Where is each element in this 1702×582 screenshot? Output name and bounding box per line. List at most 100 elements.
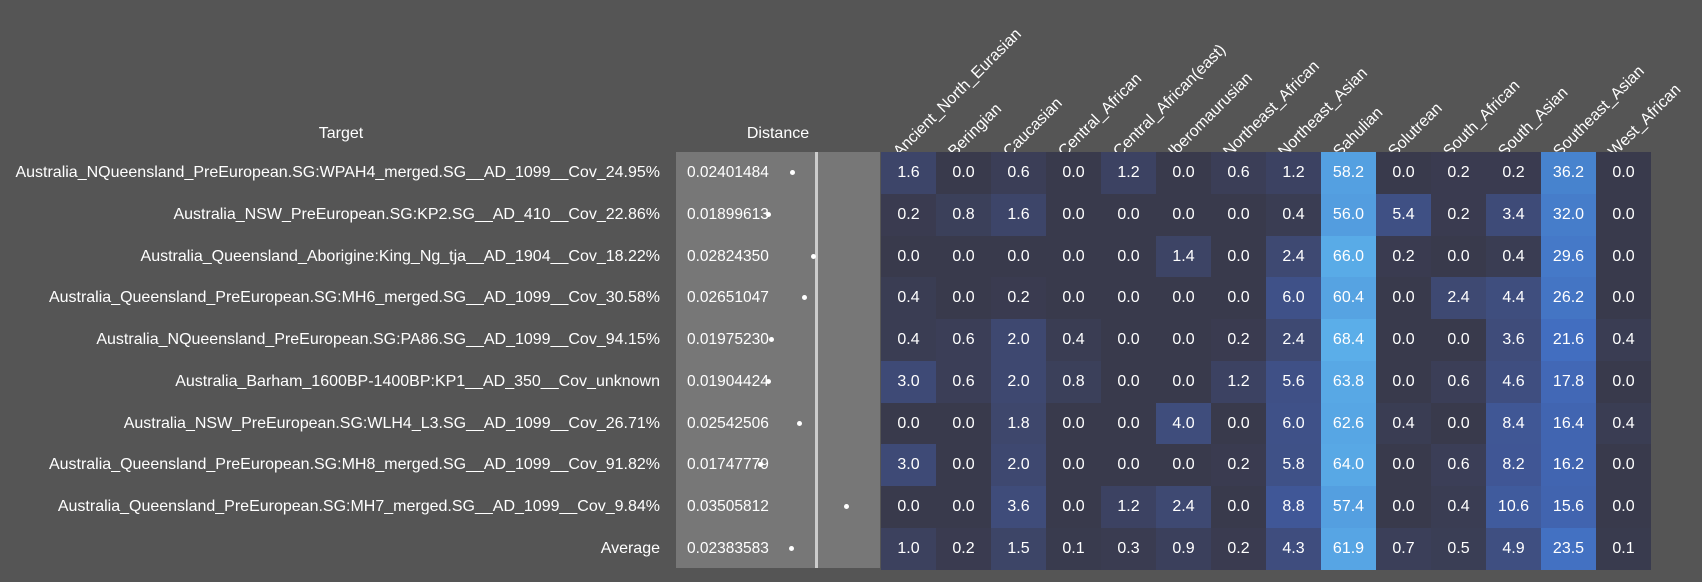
heatmap-cell: 3.6 <box>1486 319 1541 361</box>
heatmap-cell: 0.0 <box>1101 360 1156 403</box>
heatmap-cell: 0.4 <box>881 277 936 319</box>
heatmap-row: 0.4 0.6 2.0 0.4 0.0 0.0 0.2 2.4 68.4 0.0 0.0 3.6 21.… <box>881 319 1651 361</box>
heatmap-cell: 0.4 <box>1046 319 1101 361</box>
heatmap-cell: 2.0 <box>991 319 1046 361</box>
distance-value: 0.02542506 <box>687 414 769 432</box>
target-label: Australia_Barham_1600BP-1400BP:KP1__AD_3… <box>175 372 660 390</box>
heatmap-cell: 0.0 <box>1596 152 1651 194</box>
heatmap-cell: 0.0 <box>881 486 936 528</box>
target-label: Australia_Queensland_PreEuropean.SG:MH7_… <box>57 498 660 515</box>
heatmap-cell: 66.0 <box>1321 235 1376 278</box>
heatmap-cell: 2.4 <box>1156 486 1211 528</box>
heatmap-cell: 4.4 <box>1486 277 1541 319</box>
distance-dot <box>843 504 849 509</box>
heatmap-cell: 0.0 <box>1376 152 1431 194</box>
heatmap-cell: 0.6 <box>936 360 991 403</box>
heatmap-cell: 0.0 <box>1046 486 1101 528</box>
distance-row: 0.01899613 <box>676 194 880 236</box>
heatmap-cell: 3.6 <box>991 486 1046 528</box>
heatmap-cell: 0.0 <box>1376 444 1431 486</box>
heatmap-cell: 5.4 <box>1376 193 1431 236</box>
distance-value: 0.02824350 <box>687 247 769 265</box>
heatmap-cell: 26.2 <box>1541 277 1596 319</box>
heatmap-cell: 16.2 <box>1541 444 1596 486</box>
heatmap-cell: 0.0 <box>1101 193 1156 236</box>
heatmap-cell: 56.0 <box>1321 193 1376 236</box>
heatmap-row: 1.0 0.2 1.5 0.1 0.3 0.9 0.2 4.3 61.9 0.7 0.5 4.9 23.… <box>881 527 1651 570</box>
distance-column-header: Distance <box>746 125 810 142</box>
heatmap-cell: 0.0 <box>936 402 991 445</box>
heatmap-cell: 1.4 <box>1156 235 1211 278</box>
heatmap-cell: 0.5 <box>1431 527 1486 570</box>
heatmap-cell: 23.5 <box>1541 527 1596 570</box>
heatmap-cell: 10.6 <box>1486 486 1541 528</box>
heatmap-cell: 0.4 <box>881 319 936 361</box>
heatmap-cell: 0.0 <box>1101 402 1156 445</box>
heatmap-cell: 0.0 <box>991 235 1046 278</box>
heatmap-cell: 0.2 <box>1376 235 1431 278</box>
heatmap-cell: 62.6 <box>1321 402 1376 445</box>
heatmap-cell: 5.6 <box>1266 360 1321 403</box>
heatmap-cell: 0.0 <box>1156 277 1211 319</box>
heatmap-cell: 0.0 <box>1596 486 1651 528</box>
heatmap-cell: 0.0 <box>936 277 991 319</box>
heatmap-cell: 0.4 <box>1596 319 1651 361</box>
distance-value: 0.01747779 <box>687 456 769 474</box>
heatmap-cell: 0.2 <box>1431 193 1486 236</box>
heatmap-cell: 0.4 <box>1596 402 1651 445</box>
heatmap-cell: 0.0 <box>1211 235 1266 278</box>
heatmap-cell: 29.6 <box>1541 235 1596 278</box>
heatmap-cell: 2.4 <box>1266 319 1321 361</box>
heatmap-cell: 0.0 <box>1046 402 1101 445</box>
heatmap-cell: 0.0 <box>1596 360 1651 403</box>
heatmap-cell: 0.4 <box>1266 193 1321 236</box>
heatmap-cell: 4.6 <box>1486 360 1541 403</box>
column-header: Northeast_African <box>1220 57 1323 161</box>
heatmap-cell: 0.2 <box>936 527 991 570</box>
heatmap-row: 0.0 0.0 3.6 0.0 1.2 2.4 0.0 8.8 57.4 0.0 0.4 10.6 15… <box>881 486 1651 528</box>
heatmap-cell: 0.0 <box>1431 319 1486 361</box>
heatmap-cell: 0.0 <box>1596 193 1651 236</box>
heatmap-cell: 16.4 <box>1541 402 1596 445</box>
distance-row: 0.02651047 <box>676 277 880 319</box>
heatmap-cell: 0.2 <box>1211 444 1266 486</box>
population-column-headers: Ancient_North_Eurasian Beringian Caucasian… <box>0 0 1702 161</box>
heatmap-cell: 0.0 <box>1211 486 1266 528</box>
target-label: Average <box>600 539 660 557</box>
heatmap-cell: 1.0 <box>881 527 936 570</box>
heatmap-cell: 0.0 <box>1376 360 1431 403</box>
heatmap-cell: 0.0 <box>1046 193 1101 236</box>
heatmap-cell: 0.0 <box>1156 319 1211 361</box>
heatmap-cell: 0.2 <box>881 193 936 236</box>
heatmap-cell: 0.6 <box>1431 444 1486 486</box>
heatmap-cell: 2.4 <box>1431 277 1486 319</box>
heatmap-cell: 0.8 <box>1046 360 1101 403</box>
heatmap-cell: 0.0 <box>1046 444 1101 486</box>
heatmap-row: 3.0 0.0 2.0 0.0 0.0 0.0 0.2 5.8 64.0 0.0 0.6 8.2 16.… <box>881 444 1651 486</box>
distance-dot <box>796 420 802 426</box>
heatmap-cell: 0.4 <box>1431 486 1486 528</box>
heatmap-cell: 0.2 <box>1211 319 1266 361</box>
heatmap-cell: 8.8 <box>1266 486 1321 528</box>
heatmap-cell: 0.0 <box>1101 277 1156 319</box>
distance-dot <box>769 337 775 342</box>
heatmap-cell: 3.0 <box>881 360 936 403</box>
distance-row: 0.03505812 <box>676 486 880 528</box>
heatmap-cell: 64.0 <box>1321 444 1376 486</box>
heatmap-cell: 0.0 <box>1046 235 1101 278</box>
heatmap-cell: 68.4 <box>1321 319 1376 361</box>
heatmap-cell: 4.3 <box>1266 527 1321 570</box>
target-label: Australia_Queensland_Aborigine:King_Ng_t… <box>140 247 660 265</box>
heatmap-cell: 0.1 <box>1596 527 1651 570</box>
heatmap-cell: 5.8 <box>1266 444 1321 486</box>
heatmap-cell: 0.1 <box>1046 527 1101 570</box>
heatmap-cell: 0.3 <box>1101 527 1156 570</box>
heatmap-cell: 0.0 <box>1431 235 1486 278</box>
average-distance-line <box>815 152 818 568</box>
distance-value: 0.02383583 <box>687 539 769 557</box>
heatmap-cell: 0.0 <box>1431 402 1486 445</box>
heatmap-cell: 0.0 <box>936 486 991 528</box>
target-column-header: Target <box>318 125 364 142</box>
heatmap-cell: 0.0 <box>1156 193 1211 236</box>
heatmap-cell: 1.8 <box>991 402 1046 445</box>
